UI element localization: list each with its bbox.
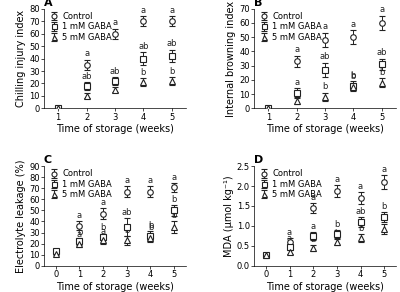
Text: a: a: [351, 20, 356, 29]
Y-axis label: MDA (µmol kg⁻¹): MDA (µmol kg⁻¹): [224, 175, 234, 257]
Y-axis label: Internal browning index: Internal browning index: [226, 1, 236, 117]
Text: a: a: [311, 193, 316, 202]
Text: a: a: [322, 22, 328, 32]
Legend: Control, 1 mM GABA, 5 mM GABA: Control, 1 mM GABA, 5 mM GABA: [46, 168, 113, 200]
Text: a: a: [100, 227, 106, 236]
Text: C: C: [44, 155, 52, 165]
Text: b: b: [334, 229, 340, 238]
Text: D: D: [254, 155, 263, 165]
Text: a: a: [294, 88, 299, 97]
Text: a: a: [287, 228, 292, 237]
Text: b: b: [322, 82, 328, 91]
Text: a: a: [100, 198, 106, 207]
Text: b: b: [169, 67, 174, 76]
Text: b: b: [382, 202, 387, 211]
X-axis label: Time of storage (weeks): Time of storage (weeks): [56, 282, 174, 292]
Text: ab: ab: [122, 208, 132, 217]
Text: a: a: [84, 49, 89, 58]
Text: b: b: [84, 83, 89, 92]
Y-axis label: Chilling injury index: Chilling injury index: [16, 10, 26, 107]
Text: ab: ab: [376, 48, 387, 57]
Text: b: b: [382, 214, 387, 223]
Legend: Control, 1 mM GABA, 5 mM GABA: Control, 1 mM GABA, 5 mM GABA: [256, 168, 323, 200]
Text: b: b: [351, 72, 356, 81]
Text: b: b: [141, 68, 146, 77]
Text: a: a: [379, 5, 384, 14]
Y-axis label: Electrolyte leakage (%): Electrolyte leakage (%): [16, 159, 26, 273]
Text: B: B: [254, 0, 262, 8]
Text: a: a: [382, 165, 387, 174]
Text: a: a: [148, 176, 153, 185]
Text: b: b: [379, 68, 384, 77]
Text: a: a: [169, 6, 174, 15]
X-axis label: Time of storage (weeks): Time of storage (weeks): [266, 124, 384, 134]
Text: a: a: [294, 78, 299, 87]
Text: a: a: [77, 230, 82, 239]
Text: ab: ab: [110, 67, 120, 76]
Text: a: a: [287, 234, 292, 243]
Text: ab: ab: [320, 52, 330, 61]
Text: ab: ab: [355, 207, 366, 216]
Text: b: b: [172, 195, 177, 204]
Text: a: a: [311, 222, 316, 231]
Text: a: a: [358, 182, 363, 191]
Text: A: A: [44, 0, 53, 8]
Text: b: b: [100, 223, 106, 232]
Text: b: b: [77, 228, 82, 237]
Text: a: a: [124, 176, 129, 185]
Text: ab: ab: [81, 72, 92, 81]
Text: b: b: [148, 223, 153, 232]
Text: b: b: [358, 224, 363, 233]
Text: b: b: [351, 71, 356, 80]
Text: b: b: [334, 220, 340, 229]
Text: b: b: [172, 211, 177, 220]
Legend: Control, 1 mM GABA, 5 mM GABA: Control, 1 mM GABA, 5 mM GABA: [256, 11, 323, 42]
Text: ab: ab: [166, 39, 177, 48]
X-axis label: Time of storage (weeks): Time of storage (weeks): [56, 124, 174, 134]
Text: a: a: [77, 211, 82, 220]
Text: a: a: [334, 175, 340, 184]
Text: a: a: [311, 235, 316, 244]
Text: b: b: [124, 226, 130, 235]
X-axis label: Time of storage (weeks): Time of storage (weeks): [266, 282, 384, 292]
Text: b: b: [112, 77, 118, 86]
Text: a: a: [141, 6, 146, 15]
Text: b: b: [148, 221, 153, 230]
Text: a: a: [294, 45, 299, 54]
Text: a: a: [172, 173, 177, 182]
Legend: Control, 1 mM GABA, 5 mM GABA: Control, 1 mM GABA, 5 mM GABA: [46, 11, 113, 42]
Text: ab: ab: [138, 42, 149, 51]
Text: a: a: [287, 240, 292, 249]
Text: a: a: [112, 18, 118, 27]
